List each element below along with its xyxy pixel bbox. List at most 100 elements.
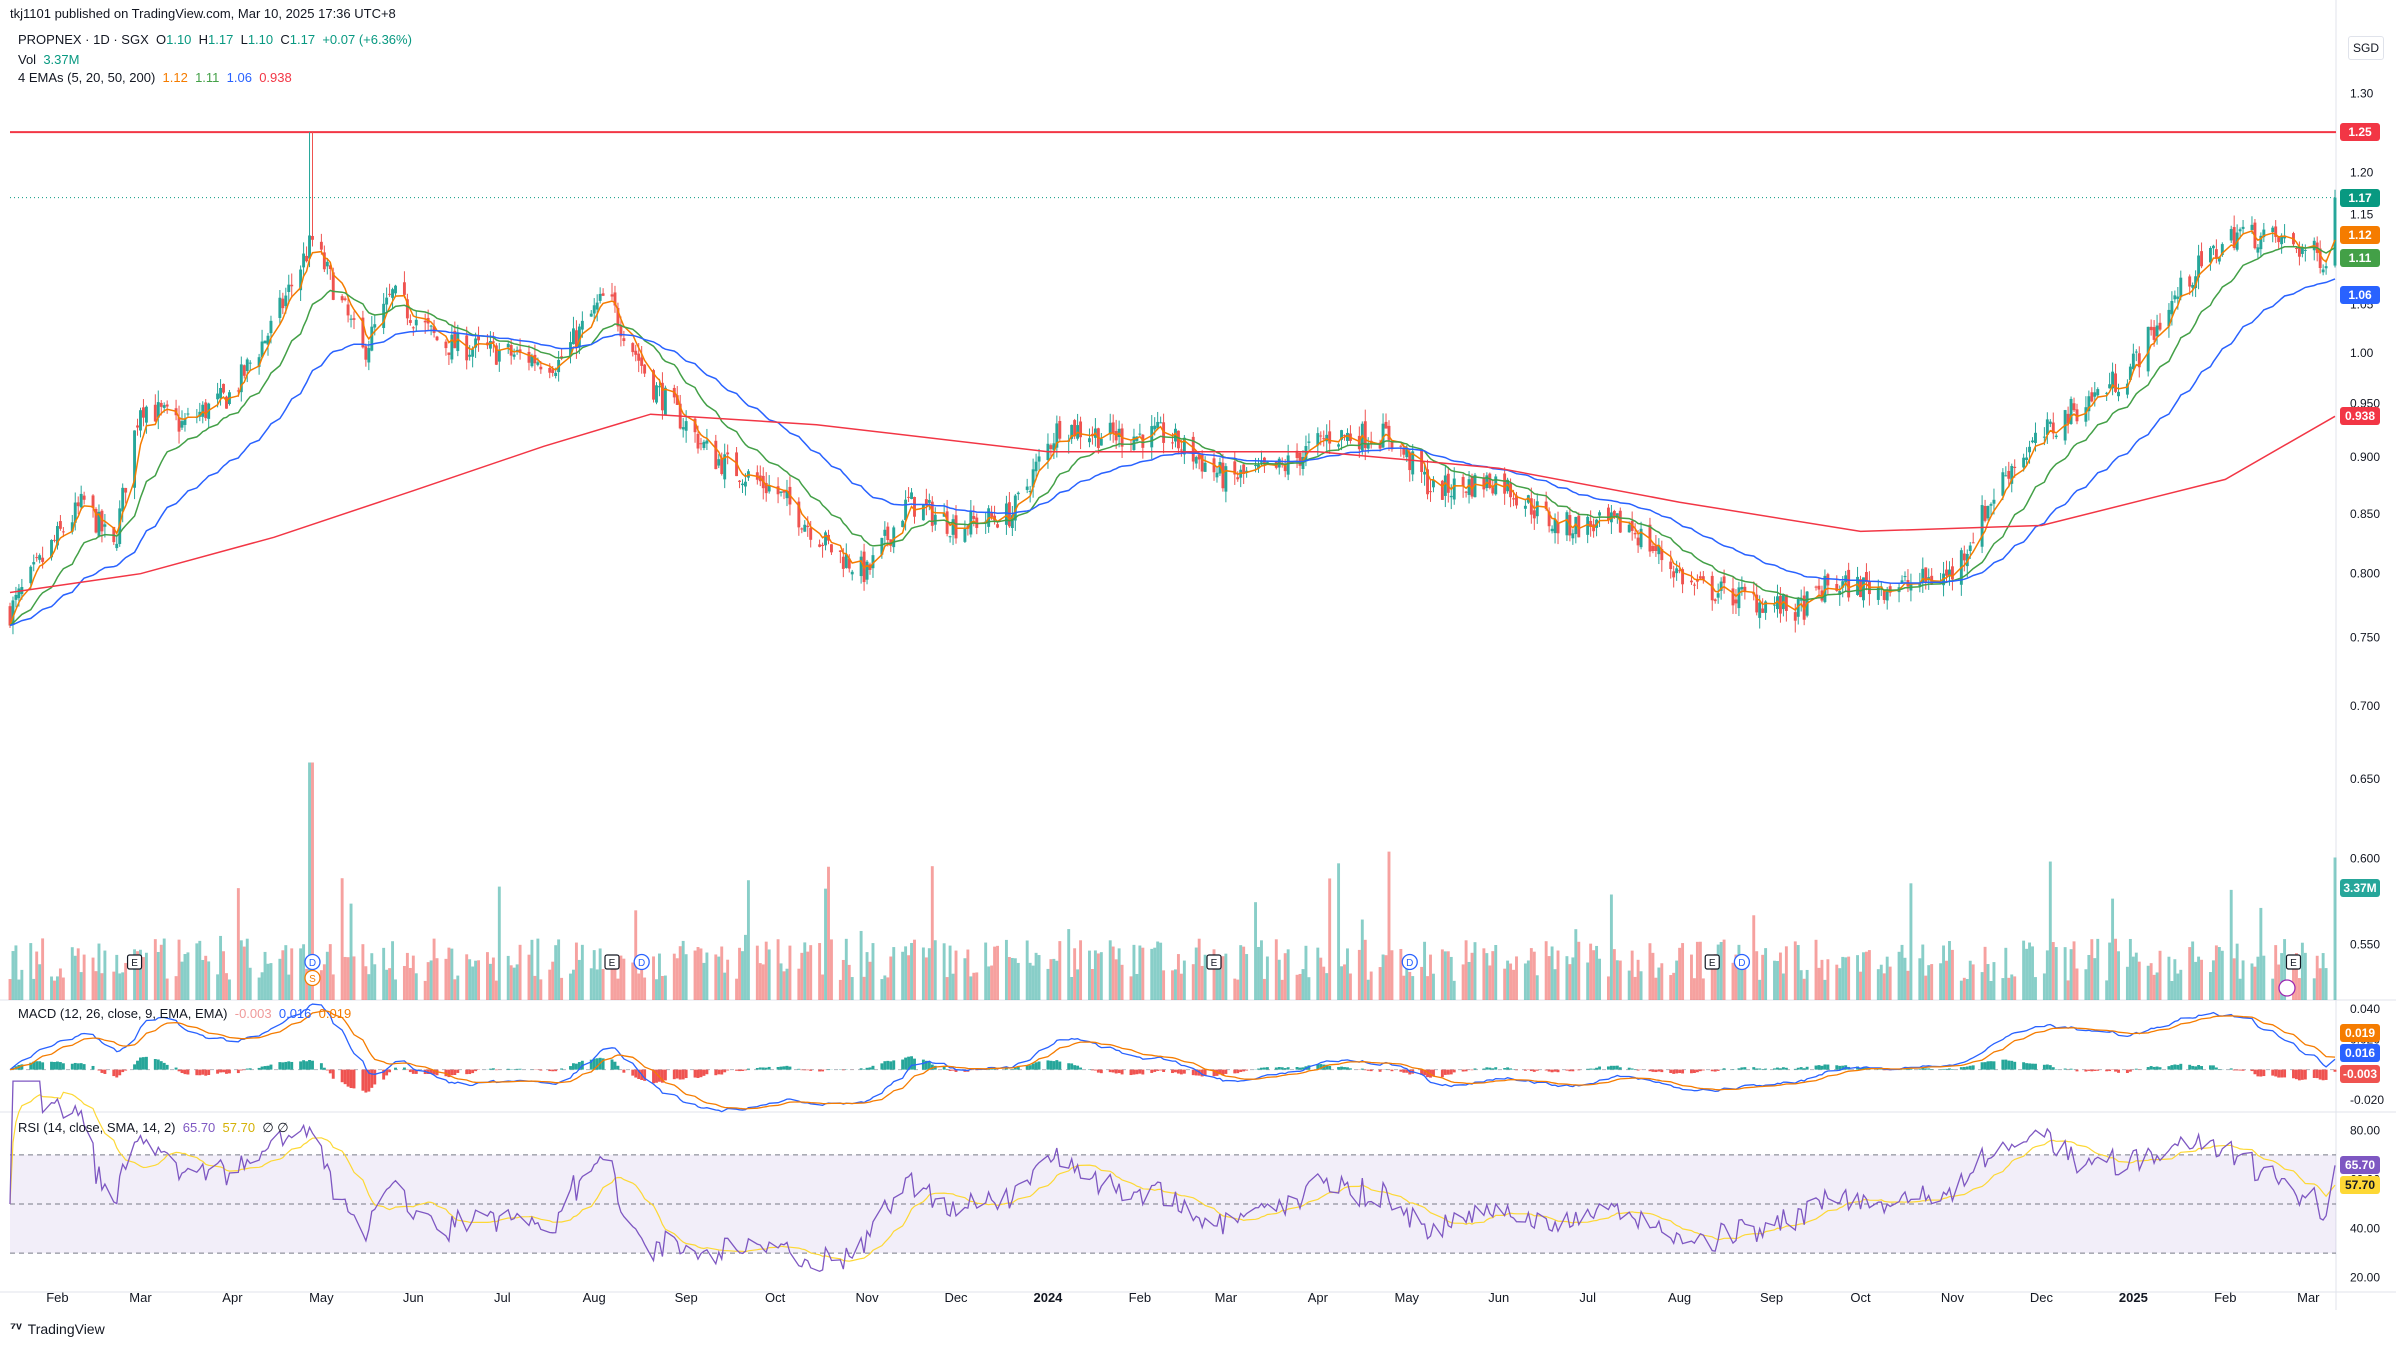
event-marker-E[interactable]: E bbox=[1206, 954, 1222, 970]
volume-bar bbox=[1568, 964, 1572, 1000]
volume-bar bbox=[1980, 972, 1984, 1000]
volume-bar bbox=[1844, 957, 1848, 1000]
vol-label[interactable]: Vol bbox=[18, 52, 37, 67]
symbol-name[interactable]: PROPNEX · 1D · SGX bbox=[18, 32, 149, 47]
candles[interactable] bbox=[8, 132, 2337, 635]
candle-body bbox=[364, 346, 368, 360]
candle-body bbox=[1088, 438, 1091, 443]
volume-bar bbox=[1132, 944, 1136, 1000]
macd-hist-bar bbox=[456, 1069, 460, 1073]
volume-bar bbox=[2318, 968, 2322, 1000]
footer-brand[interactable]: TradingView bbox=[27, 1320, 105, 1337]
earnings-icon[interactable] bbox=[604, 954, 620, 970]
ema50-line[interactable] bbox=[9, 278, 2336, 627]
macd-hist-bar bbox=[933, 1065, 937, 1070]
event-marker-E[interactable]: E bbox=[2285, 954, 2302, 970]
earnings-icon[interactable] bbox=[1704, 954, 1720, 970]
macd-hist-bar bbox=[2253, 1069, 2257, 1075]
split-icon[interactable] bbox=[304, 969, 321, 987]
rsi-label[interactable]: RSI (14, close, SMA, 14, 2) bbox=[18, 1120, 176, 1135]
dividend-icon[interactable] bbox=[1733, 953, 1751, 971]
volume-bar bbox=[2232, 958, 2236, 1000]
macd-hist-bar bbox=[2013, 1061, 2017, 1070]
candle-body bbox=[1784, 594, 1788, 611]
event-marker-D[interactable]: D bbox=[1733, 953, 1751, 971]
candle-body bbox=[340, 296, 344, 301]
candle-body bbox=[2028, 446, 2031, 453]
candle-body bbox=[1755, 594, 1759, 613]
macd-hist-bar bbox=[767, 1066, 771, 1070]
candle-body bbox=[1464, 491, 1468, 493]
currency-button[interactable]: SGD bbox=[2348, 36, 2384, 60]
macd-label[interactable]: MACD (12, 26, close, 9, EMA, EMA) bbox=[18, 1006, 228, 1021]
dividend-icon[interactable] bbox=[633, 953, 650, 971]
earnings-icon[interactable] bbox=[2285, 954, 2302, 970]
macd-hist-bar bbox=[97, 1069, 101, 1071]
macd-hist-bar bbox=[465, 1069, 469, 1075]
candle-body bbox=[2131, 353, 2135, 370]
ema5-value: 1.12 bbox=[162, 70, 188, 85]
volume-bar bbox=[1233, 978, 1237, 1000]
rsi-ma-value: 57.70 bbox=[222, 1120, 256, 1135]
event-marker-D[interactable]: D bbox=[633, 953, 650, 971]
volume-bar bbox=[1319, 957, 1323, 1000]
event-marker-D[interactable]: D bbox=[304, 953, 321, 971]
candle-body bbox=[2010, 465, 2014, 484]
volume-bar bbox=[830, 939, 833, 1000]
candle-body bbox=[1695, 580, 1699, 582]
rsi-ma-line[interactable] bbox=[9, 1091, 2336, 1262]
volume-bar bbox=[1236, 979, 1240, 1000]
macd-hist-bar bbox=[1636, 1069, 1640, 1071]
macd-hist-bar bbox=[494, 1069, 498, 1071]
candle-body bbox=[2004, 475, 2008, 477]
volume-bar bbox=[14, 945, 18, 1000]
volume-bar bbox=[1215, 958, 1219, 1000]
macd-signal-line[interactable] bbox=[9, 1010, 2336, 1110]
volume-bar bbox=[1805, 969, 1809, 1000]
event-marker-E[interactable]: E bbox=[604, 954, 620, 970]
volume-bar bbox=[349, 903, 353, 1000]
candle-body bbox=[741, 483, 744, 486]
event-marker-S[interactable]: S bbox=[304, 969, 321, 987]
candle-body bbox=[548, 367, 552, 373]
event-marker-E[interactable]: E bbox=[1704, 954, 1720, 970]
macd-hist-bar bbox=[1399, 1069, 1403, 1072]
candle-body bbox=[622, 338, 626, 342]
volume-bar bbox=[1793, 941, 1797, 1000]
macd-hist-bar bbox=[2274, 1069, 2278, 1077]
event-marker-E[interactable]: E bbox=[126, 954, 143, 970]
macd-hist-bar bbox=[652, 1069, 655, 1084]
candle-body bbox=[2054, 435, 2058, 438]
volume-bar bbox=[990, 965, 994, 1000]
macd-hist-bar bbox=[1565, 1069, 1569, 1071]
earnings-icon[interactable] bbox=[126, 954, 143, 970]
candle-body bbox=[477, 335, 481, 341]
macd-hist-bar bbox=[1781, 1067, 1785, 1070]
volume-bar bbox=[426, 962, 430, 1000]
lightning-icon[interactable] bbox=[2278, 979, 2296, 997]
ema-label[interactable]: 4 EMAs (5, 20, 50, 200) bbox=[18, 70, 156, 85]
volume-bar bbox=[1835, 964, 1839, 1000]
macd-hist-bar bbox=[2001, 1059, 2005, 1070]
candle-body bbox=[577, 326, 581, 348]
candle-body bbox=[2128, 366, 2132, 380]
candle-body bbox=[1986, 505, 1990, 519]
candle-body bbox=[2277, 236, 2281, 243]
candle-body bbox=[1482, 477, 1486, 490]
candle-body bbox=[592, 305, 596, 314]
earnings-icon[interactable] bbox=[1206, 954, 1222, 970]
volume-bar bbox=[987, 966, 991, 1000]
candle-body bbox=[2250, 224, 2254, 230]
macd-hist-bar bbox=[1755, 1068, 1759, 1070]
dividend-icon[interactable] bbox=[304, 953, 321, 971]
dividend-icon[interactable] bbox=[1401, 953, 1418, 971]
volume-bar bbox=[652, 956, 655, 1000]
volume-bar bbox=[1710, 966, 1714, 1000]
event-marker-D[interactable]: D bbox=[1401, 953, 1418, 971]
ema200-line[interactable] bbox=[9, 413, 2336, 594]
ema5-line[interactable] bbox=[9, 229, 2336, 626]
volume-bar bbox=[512, 967, 516, 1000]
volume-bar bbox=[1387, 851, 1391, 1000]
rsi-line[interactable] bbox=[9, 1080, 2336, 1273]
